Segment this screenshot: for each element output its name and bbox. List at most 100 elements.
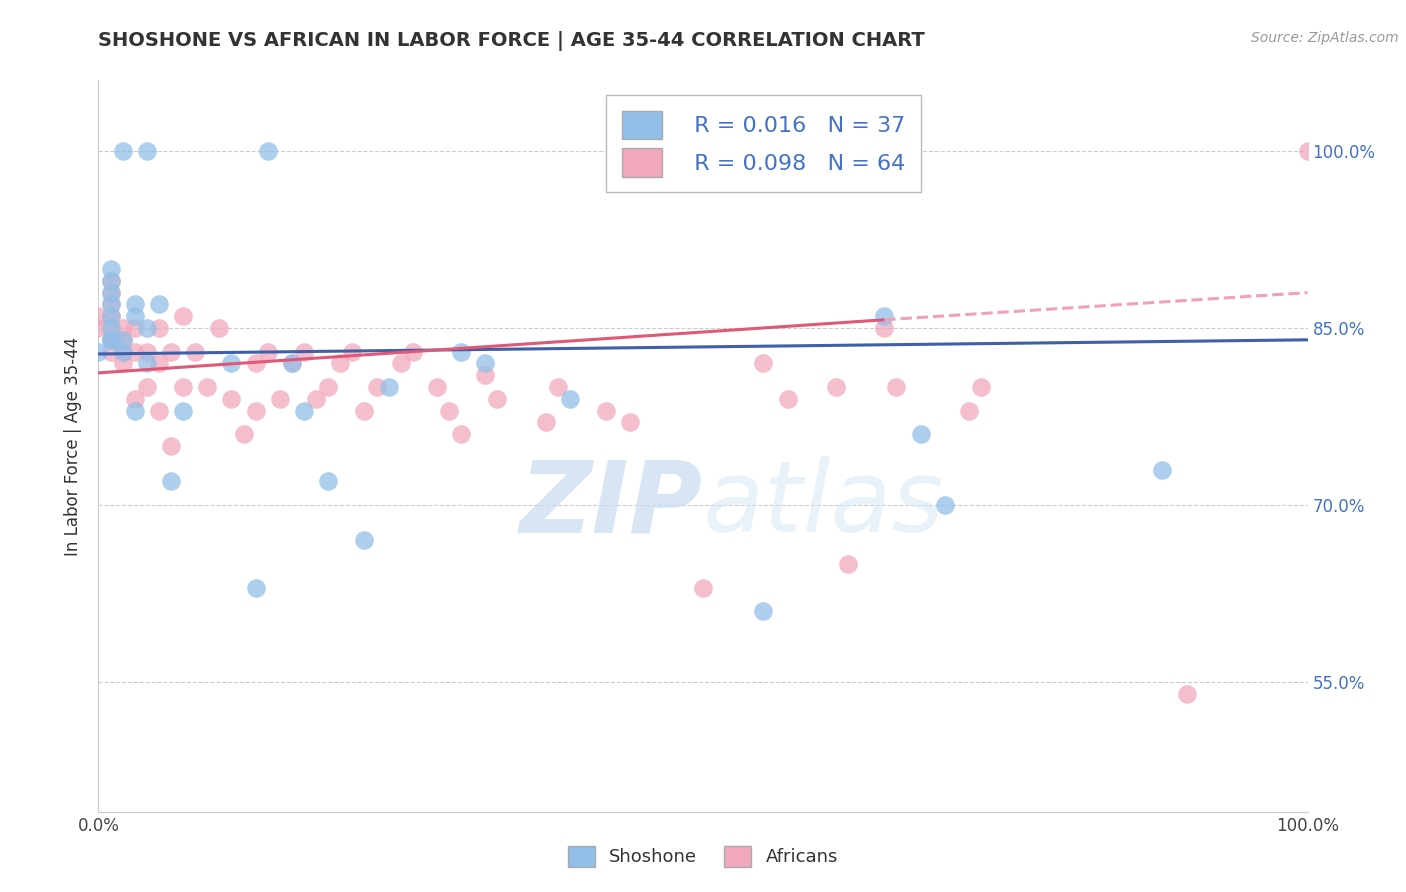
- Point: [281, 356, 304, 370]
- Point: [426, 380, 449, 394]
- Point: [135, 344, 157, 359]
- Point: [353, 403, 375, 417]
- Point: [534, 416, 557, 430]
- Point: [111, 344, 134, 359]
- Point: [87, 310, 110, 324]
- Point: [148, 297, 170, 311]
- Point: [172, 403, 194, 417]
- Point: [160, 439, 183, 453]
- Point: [1175, 687, 1198, 701]
- Point: [208, 321, 231, 335]
- Point: [692, 581, 714, 595]
- Point: [124, 321, 146, 335]
- Point: [316, 475, 339, 489]
- Point: [172, 310, 194, 324]
- Point: [402, 344, 425, 359]
- Point: [305, 392, 328, 406]
- Point: [389, 356, 412, 370]
- Point: [111, 333, 134, 347]
- Point: [148, 356, 170, 370]
- Point: [377, 380, 399, 394]
- Point: [111, 356, 134, 370]
- Point: [450, 427, 472, 442]
- Point: [160, 344, 183, 359]
- Point: [256, 344, 278, 359]
- Point: [329, 356, 352, 370]
- Point: [934, 498, 956, 512]
- Point: [245, 581, 267, 595]
- Point: [100, 321, 122, 335]
- Legend:   R = 0.016   N = 37,   R = 0.098   N = 64: R = 0.016 N = 37, R = 0.098 N = 64: [606, 95, 921, 192]
- Point: [486, 392, 509, 406]
- Point: [124, 403, 146, 417]
- Point: [100, 274, 122, 288]
- Point: [221, 356, 243, 370]
- Point: [245, 403, 267, 417]
- Point: [100, 333, 122, 347]
- Point: [353, 533, 375, 548]
- Point: [776, 392, 799, 406]
- Point: [87, 321, 110, 335]
- Point: [124, 392, 146, 406]
- Point: [873, 310, 896, 324]
- Point: [160, 475, 183, 489]
- Legend: Shoshone, Africans: Shoshone, Africans: [561, 838, 845, 874]
- Point: [100, 297, 122, 311]
- Point: [87, 344, 110, 359]
- Point: [873, 321, 896, 335]
- Point: [124, 344, 146, 359]
- Point: [100, 285, 122, 300]
- Point: [172, 380, 194, 394]
- Point: [595, 403, 617, 417]
- Point: [474, 368, 496, 383]
- Point: [316, 380, 339, 394]
- Point: [910, 427, 932, 442]
- Point: [752, 604, 775, 618]
- Text: SHOSHONE VS AFRICAN IN LABOR FORCE | AGE 35-44 CORRELATION CHART: SHOSHONE VS AFRICAN IN LABOR FORCE | AGE…: [98, 31, 925, 51]
- Point: [100, 262, 122, 277]
- Point: [100, 310, 122, 324]
- Point: [342, 344, 364, 359]
- Point: [184, 344, 207, 359]
- Point: [148, 403, 170, 417]
- Point: [135, 356, 157, 370]
- Point: [100, 310, 122, 324]
- Point: [256, 144, 278, 158]
- Point: [886, 380, 908, 394]
- Point: [100, 297, 122, 311]
- Point: [837, 557, 859, 571]
- Point: [111, 144, 134, 158]
- Point: [970, 380, 993, 394]
- Point: [111, 333, 134, 347]
- Point: [111, 321, 134, 335]
- Point: [124, 297, 146, 311]
- Point: [292, 403, 315, 417]
- Point: [619, 416, 641, 430]
- Text: atlas: atlas: [703, 456, 945, 553]
- Point: [221, 392, 243, 406]
- Point: [547, 380, 569, 394]
- Point: [474, 356, 496, 370]
- Point: [825, 380, 848, 394]
- Point: [100, 274, 122, 288]
- Y-axis label: In Labor Force | Age 35-44: In Labor Force | Age 35-44: [65, 336, 83, 556]
- Point: [245, 356, 267, 370]
- Point: [100, 344, 122, 359]
- Point: [195, 380, 218, 394]
- Point: [135, 321, 157, 335]
- Point: [437, 403, 460, 417]
- Point: [1296, 144, 1319, 158]
- Point: [100, 333, 122, 347]
- Point: [1152, 462, 1174, 476]
- Point: [450, 344, 472, 359]
- Point: [957, 403, 980, 417]
- Point: [292, 344, 315, 359]
- Point: [752, 356, 775, 370]
- Point: [558, 392, 581, 406]
- Point: [124, 310, 146, 324]
- Point: [148, 321, 170, 335]
- Point: [135, 380, 157, 394]
- Text: Source: ZipAtlas.com: Source: ZipAtlas.com: [1251, 31, 1399, 45]
- Text: ZIP: ZIP: [520, 456, 703, 553]
- Point: [100, 285, 122, 300]
